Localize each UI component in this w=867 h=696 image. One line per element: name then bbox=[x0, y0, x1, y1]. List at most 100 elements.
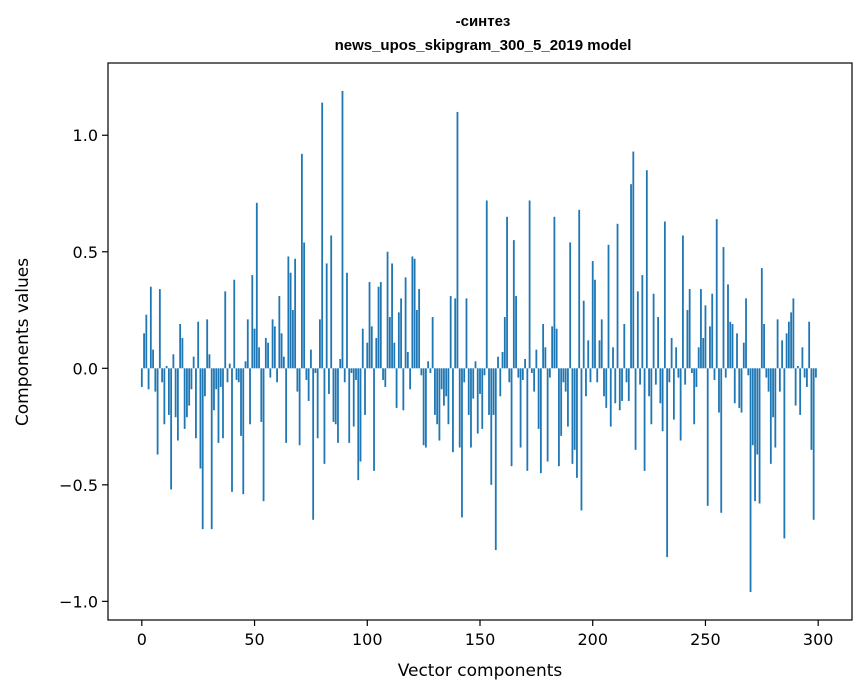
bar-292 bbox=[799, 368, 802, 415]
bar-73 bbox=[305, 368, 308, 380]
bar-83 bbox=[328, 368, 330, 394]
bar-44 bbox=[240, 368, 242, 436]
bar-91 bbox=[346, 272, 348, 369]
bar-108 bbox=[384, 368, 387, 387]
x-tick-label: 200 bbox=[577, 630, 608, 649]
bar-214 bbox=[623, 324, 626, 369]
bar-16 bbox=[176, 368, 179, 441]
y-tick-label: −1.0 bbox=[59, 592, 98, 611]
bar-291 bbox=[796, 365, 799, 369]
bar-160 bbox=[501, 351, 504, 369]
bar-71 bbox=[300, 153, 303, 369]
bar-297 bbox=[810, 368, 813, 450]
bar-153 bbox=[485, 200, 488, 369]
bar-23 bbox=[192, 356, 195, 369]
bar-77 bbox=[314, 368, 317, 373]
bar-180 bbox=[546, 368, 549, 462]
bar-92 bbox=[348, 368, 351, 443]
y-tick-label: 1.0 bbox=[73, 126, 98, 145]
bar-233 bbox=[666, 368, 669, 558]
bar-230 bbox=[659, 368, 662, 404]
bar-195 bbox=[580, 368, 583, 511]
bar-53 bbox=[260, 368, 263, 422]
bar-4 bbox=[149, 286, 152, 369]
bar-88 bbox=[339, 358, 342, 369]
bar-9 bbox=[161, 368, 164, 383]
bar-236 bbox=[672, 368, 675, 420]
bar-66 bbox=[289, 272, 292, 369]
bar-285 bbox=[783, 368, 786, 539]
bar-197 bbox=[585, 368, 587, 397]
bar-51 bbox=[255, 202, 258, 369]
x-tick-label: 50 bbox=[244, 630, 264, 649]
bar-212 bbox=[618, 368, 621, 411]
bar-184 bbox=[555, 328, 558, 369]
bar-119 bbox=[409, 368, 412, 390]
bar-126 bbox=[424, 368, 427, 448]
bar-3 bbox=[147, 368, 150, 390]
bar-49 bbox=[251, 275, 254, 369]
y-tick-label: −0.5 bbox=[59, 476, 98, 495]
bar-81 bbox=[323, 368, 326, 464]
bar-148 bbox=[474, 361, 477, 369]
bar-226 bbox=[650, 368, 653, 425]
bar-78 bbox=[316, 368, 319, 439]
bar-14 bbox=[172, 354, 175, 369]
bar-145 bbox=[467, 368, 470, 415]
bar-151 bbox=[481, 368, 484, 429]
bar-11 bbox=[165, 365, 168, 369]
bar-209 bbox=[612, 347, 614, 369]
bar-191 bbox=[571, 368, 574, 464]
bar-101 bbox=[368, 282, 371, 369]
bar-262 bbox=[731, 324, 734, 369]
bar-194 bbox=[578, 209, 581, 369]
bar-115 bbox=[400, 298, 402, 369]
bar-241 bbox=[684, 368, 687, 385]
bar-173 bbox=[530, 368, 533, 373]
bar-85 bbox=[332, 368, 335, 422]
bar-185 bbox=[558, 368, 560, 467]
chart-title-line-2: news_upos_skipgram_300_5_2019 model bbox=[335, 37, 632, 54]
bar-215 bbox=[625, 368, 628, 383]
bar-13 bbox=[170, 368, 173, 490]
bar-267 bbox=[742, 342, 745, 369]
bar-258 bbox=[722, 247, 725, 369]
bar-82 bbox=[325, 263, 328, 369]
bar-26 bbox=[199, 368, 202, 469]
bar-18 bbox=[181, 338, 184, 369]
bar-5 bbox=[152, 349, 154, 369]
bar-116 bbox=[402, 368, 405, 411]
bar-206 bbox=[605, 368, 608, 408]
bar-175 bbox=[535, 349, 538, 369]
bar-243 bbox=[688, 289, 691, 369]
bar-56 bbox=[267, 342, 269, 369]
bar-228 bbox=[654, 368, 657, 385]
bar-series bbox=[140, 90, 817, 593]
bar-288 bbox=[790, 312, 793, 369]
bar-96 bbox=[357, 368, 360, 481]
bar-135 bbox=[445, 368, 448, 397]
bar-109 bbox=[386, 251, 389, 369]
bar-223 bbox=[643, 368, 646, 471]
bar-222 bbox=[641, 275, 644, 369]
bar-174 bbox=[533, 368, 536, 392]
bar-128 bbox=[429, 368, 432, 373]
bar-263 bbox=[733, 368, 736, 404]
bar-102 bbox=[370, 326, 373, 369]
bar-220 bbox=[636, 291, 639, 369]
bar-95 bbox=[355, 368, 357, 380]
bar-36 bbox=[222, 368, 224, 439]
bar-284 bbox=[781, 340, 784, 369]
bar-121 bbox=[413, 258, 416, 369]
bar-70 bbox=[298, 368, 301, 446]
bar-259 bbox=[724, 368, 727, 378]
bar-146 bbox=[470, 368, 472, 448]
bar-55 bbox=[264, 338, 267, 369]
bar-278 bbox=[767, 368, 770, 392]
bar-295 bbox=[806, 368, 808, 387]
bar-216 bbox=[627, 368, 630, 401]
bar-189 bbox=[567, 368, 569, 427]
bar-74 bbox=[307, 368, 310, 401]
bar-7 bbox=[156, 368, 159, 455]
bar-183 bbox=[553, 216, 556, 369]
